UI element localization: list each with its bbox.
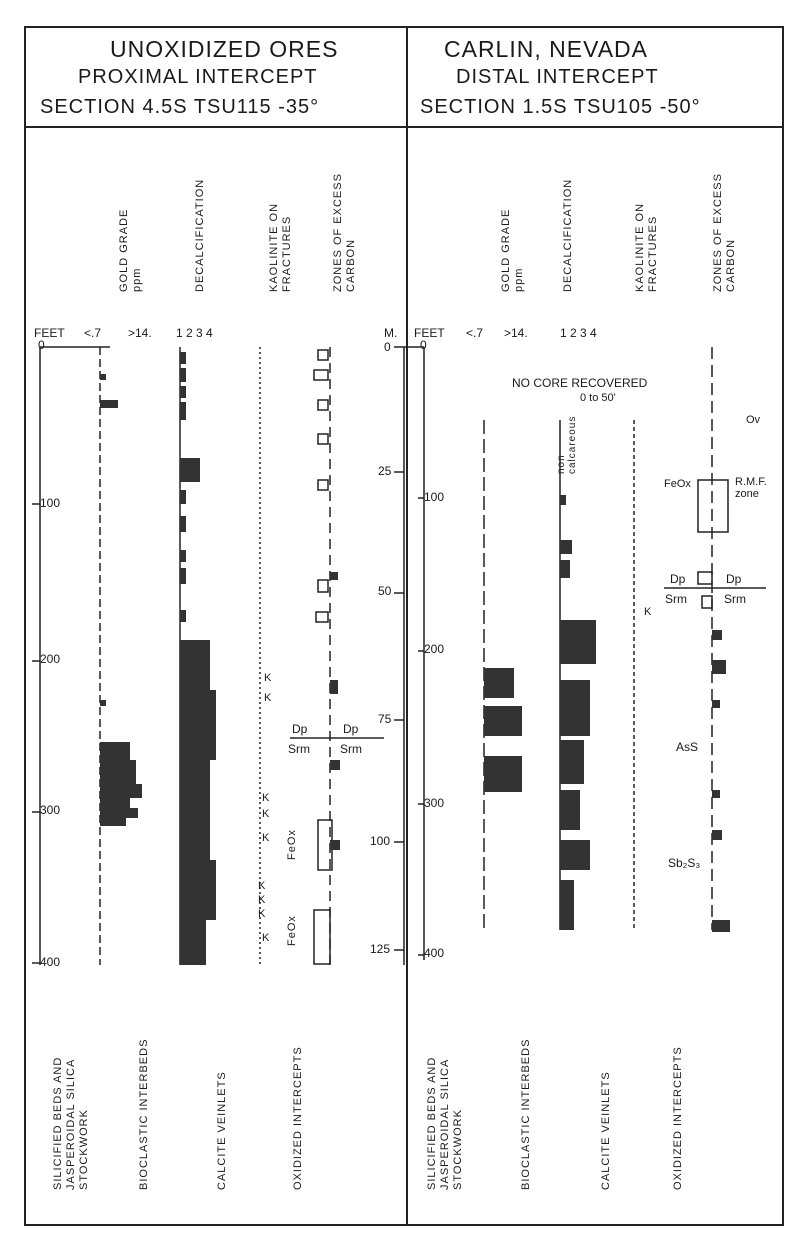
sb-label: Sb₂S₃ (668, 856, 701, 870)
left-srm-label-1: Srm (288, 742, 310, 756)
left-subtitle: PROXIMAL INTERCEPT (78, 66, 318, 88)
right-feet-tick: 400 (424, 946, 445, 960)
k-left: K (258, 880, 266, 892)
right-dp-label-1: Dp (670, 572, 686, 586)
m-tick: 100 (370, 834, 391, 848)
right-decal-bars (560, 495, 596, 930)
left-dp-label-2: Dp (343, 722, 359, 736)
k-left: K (258, 894, 266, 906)
left-carbon-boxes (313, 349, 333, 965)
left-srm-label-2: Srm (340, 742, 362, 756)
right-gt-label: >14. (504, 326, 528, 340)
left-decal-bars (180, 352, 216, 965)
right-feet-tick: 0 (420, 338, 427, 352)
right-srm-label-2: Srm (724, 592, 746, 606)
right-carbon-boxes (697, 479, 729, 609)
right-srm-label-1: Srm (665, 592, 687, 606)
m-tick: 75 (378, 712, 392, 726)
right-section: SECTION 1.5S TSU105 -50° (420, 96, 701, 118)
right-feox-label: FeOx (664, 478, 691, 490)
k-left: K (264, 692, 272, 704)
figure-frame (24, 26, 784, 1226)
left-feet-tick: 0 (38, 338, 45, 352)
right-feet-label: FEET (414, 326, 445, 340)
no-core-label: NO CORE RECOVERED (512, 376, 648, 390)
m-tick: 50 (378, 584, 392, 598)
left-section: SECTION 4.5S TSU115 -35° (40, 96, 320, 118)
left-feet-tick: 200 (40, 652, 61, 666)
left-lt-label: <.7 (84, 326, 102, 340)
right-subtitle: DISTAL INTERCEPT (456, 66, 659, 88)
carbon-bars (330, 572, 730, 932)
left-feet-tick: 100 (40, 496, 61, 510)
left-feet-label: FEET (34, 326, 65, 340)
right-decal-scale: 1 2 3 4 (560, 326, 597, 340)
rmf-label: R.M.F. zone (735, 476, 767, 500)
right-feet-tick: 200 (424, 642, 445, 656)
k-left: K (262, 932, 270, 944)
k-left: K (262, 792, 270, 804)
k-left: K (264, 672, 272, 684)
left-gt-label: >14. (128, 326, 152, 340)
right-lt-label: <.7 (466, 326, 484, 340)
m-tick: 0 (384, 340, 391, 354)
left-title: UNOXIDIZED ORES (110, 36, 339, 62)
k-right: K (644, 606, 652, 618)
left-feet-tick: 300 (40, 803, 61, 817)
ov-label: Ov (746, 414, 761, 426)
right-title: CARLIN, NEVADA (444, 36, 649, 62)
k-left: K (258, 908, 266, 920)
right-gold-bars (484, 668, 522, 792)
left-decal-scale: 1 2 3 4 (176, 326, 213, 340)
header-divider (24, 126, 784, 128)
m-tick: 125 (370, 942, 391, 956)
m-label: M. (384, 326, 398, 340)
m-tick: 25 (378, 464, 392, 478)
right-feet-tick: 300 (424, 796, 445, 810)
left-gold-bars (100, 374, 142, 826)
panel-divider (406, 26, 408, 1226)
ass-label: AsS (676, 740, 699, 754)
right-feet-tick: 100 (424, 490, 445, 504)
right-dp-label-2: Dp (726, 572, 742, 586)
k-left: K (262, 832, 270, 844)
left-feet-tick: 400 (40, 955, 61, 969)
k-left: K (262, 808, 270, 820)
no-core-range: 0 to 50' (580, 392, 616, 404)
left-dp-label-1: Dp (292, 722, 308, 736)
